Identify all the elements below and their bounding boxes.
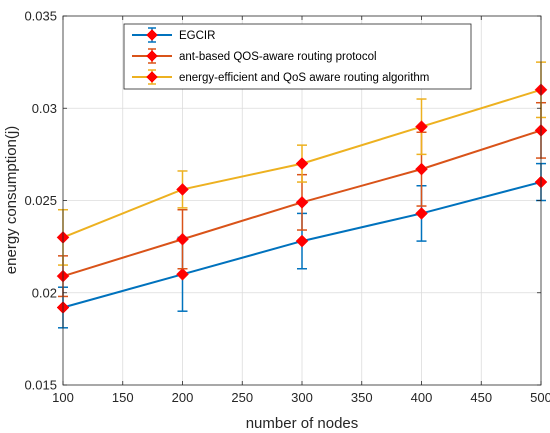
x-tick-label: 150 xyxy=(112,390,134,405)
y-tick-label: 0.015 xyxy=(24,378,57,393)
data-point-marker xyxy=(176,183,189,196)
x-tick-label: 450 xyxy=(470,390,492,405)
data-point-marker xyxy=(415,120,428,134)
series-3 xyxy=(56,61,548,266)
y-tick-labels: 0.015 0.02 0.025 0.03 0.035 xyxy=(24,9,57,393)
data-point-marker xyxy=(176,232,189,246)
legend: EGCIR ant-based QOS-aware routing protoco… xyxy=(123,23,472,90)
data-point-marker xyxy=(415,207,428,220)
legend-label: ant-based QOS-aware routing protocol xyxy=(179,51,377,63)
legend-label: energy-efficient and QoS aware routing a… xyxy=(179,72,429,84)
legend-marker xyxy=(146,50,158,62)
x-axis-title: number of nodes xyxy=(246,415,359,432)
tick-marks xyxy=(62,15,542,386)
x-tick-label: 300 xyxy=(291,390,313,405)
legend-marker xyxy=(146,29,158,41)
series-1 xyxy=(56,162,548,329)
y-tick-label: 0.03 xyxy=(32,101,57,116)
x-tick-labels: 100 150 200 250 300 350 400 450 500 xyxy=(52,390,550,405)
y-tick-label: 0.035 xyxy=(24,9,57,24)
y-tick-label: 0.02 xyxy=(32,285,57,300)
y-axis-title: energy consumption(j) xyxy=(3,126,20,274)
y-tick-label: 0.025 xyxy=(24,193,57,208)
x-tick-label: 200 xyxy=(172,390,194,405)
legend-marker xyxy=(146,71,158,83)
x-tick-label: 400 xyxy=(411,390,433,405)
x-tick-label: 500 xyxy=(530,390,550,405)
legend-label: EGCIR xyxy=(179,30,215,42)
data-point-marker xyxy=(295,157,309,170)
x-tick-label: 250 xyxy=(231,390,253,405)
data-point-marker xyxy=(176,267,189,281)
x-tick-label: 100 xyxy=(52,390,74,405)
x-tick-label: 350 xyxy=(351,390,373,405)
series-group xyxy=(56,61,548,329)
data-point-marker xyxy=(295,234,309,248)
data-point-marker xyxy=(295,195,309,209)
legend-box xyxy=(123,23,472,90)
data-point-marker xyxy=(415,162,428,176)
